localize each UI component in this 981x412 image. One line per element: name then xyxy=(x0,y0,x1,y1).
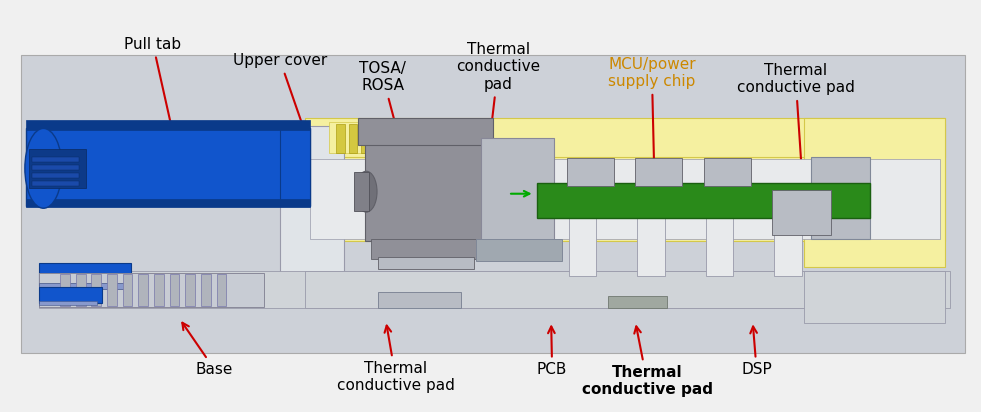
Text: DSP: DSP xyxy=(742,326,772,377)
Bar xyxy=(31,165,78,170)
Bar xyxy=(31,181,78,186)
Bar xyxy=(412,124,421,153)
Text: Thermal
conductive pad: Thermal conductive pad xyxy=(582,326,712,397)
Ellipse shape xyxy=(355,171,377,212)
Bar xyxy=(358,118,493,145)
Bar xyxy=(38,283,127,289)
Bar xyxy=(567,158,614,185)
Bar xyxy=(811,157,870,239)
Text: Base: Base xyxy=(182,323,233,377)
Bar xyxy=(803,272,946,323)
Bar xyxy=(348,124,357,153)
Bar xyxy=(31,157,78,162)
Bar xyxy=(608,296,666,308)
Bar xyxy=(399,124,408,153)
Bar xyxy=(281,128,310,206)
Bar xyxy=(123,274,132,306)
Bar xyxy=(60,274,70,306)
Bar xyxy=(281,204,343,284)
Bar xyxy=(38,263,131,286)
Bar xyxy=(774,216,801,276)
Bar xyxy=(305,118,946,157)
Bar xyxy=(705,216,733,276)
Bar xyxy=(170,274,180,306)
Bar xyxy=(91,274,101,306)
Bar xyxy=(26,128,310,206)
Bar xyxy=(374,124,383,153)
Bar xyxy=(803,118,946,267)
Bar xyxy=(703,158,750,185)
Bar xyxy=(217,274,227,306)
Text: Thermal
conductive
pad: Thermal conductive pad xyxy=(456,42,541,187)
Bar xyxy=(38,301,97,305)
Bar xyxy=(21,54,965,353)
Bar xyxy=(387,124,395,153)
Text: Upper cover: Upper cover xyxy=(233,53,328,183)
Text: TOSA/
ROSA: TOSA/ ROSA xyxy=(359,61,412,183)
Bar xyxy=(481,138,554,241)
Bar xyxy=(305,124,946,241)
Text: MCU/power
supply chip: MCU/power supply chip xyxy=(608,57,696,193)
Bar xyxy=(310,159,941,239)
Bar xyxy=(107,274,117,306)
Bar xyxy=(281,126,343,206)
Bar xyxy=(26,199,310,207)
Bar xyxy=(378,292,461,308)
Bar xyxy=(569,216,596,276)
Bar xyxy=(31,173,78,178)
Bar xyxy=(336,124,344,153)
Bar xyxy=(371,239,481,259)
Text: Thermal
conductive pad: Thermal conductive pad xyxy=(336,325,454,393)
Bar xyxy=(38,287,102,303)
Bar xyxy=(38,273,264,307)
Bar xyxy=(38,272,939,308)
Bar xyxy=(26,120,310,130)
Bar xyxy=(201,274,211,306)
Bar xyxy=(185,274,195,306)
Bar xyxy=(305,272,951,308)
Bar xyxy=(772,190,831,235)
Bar xyxy=(538,183,870,218)
Ellipse shape xyxy=(25,129,62,208)
Bar xyxy=(365,124,488,241)
Bar xyxy=(329,122,456,153)
Text: Pull tab: Pull tab xyxy=(125,37,183,170)
Bar xyxy=(28,149,85,187)
Bar xyxy=(138,274,148,306)
Text: PCB: PCB xyxy=(537,326,567,377)
Bar xyxy=(154,274,164,306)
Bar xyxy=(378,257,474,269)
Bar xyxy=(636,158,682,185)
Bar xyxy=(425,124,434,153)
Bar xyxy=(361,124,370,153)
Bar xyxy=(76,274,85,306)
Text: Thermal
conductive pad: Thermal conductive pad xyxy=(737,63,854,193)
Bar xyxy=(353,172,369,211)
Bar xyxy=(638,216,664,276)
Bar xyxy=(476,239,562,261)
